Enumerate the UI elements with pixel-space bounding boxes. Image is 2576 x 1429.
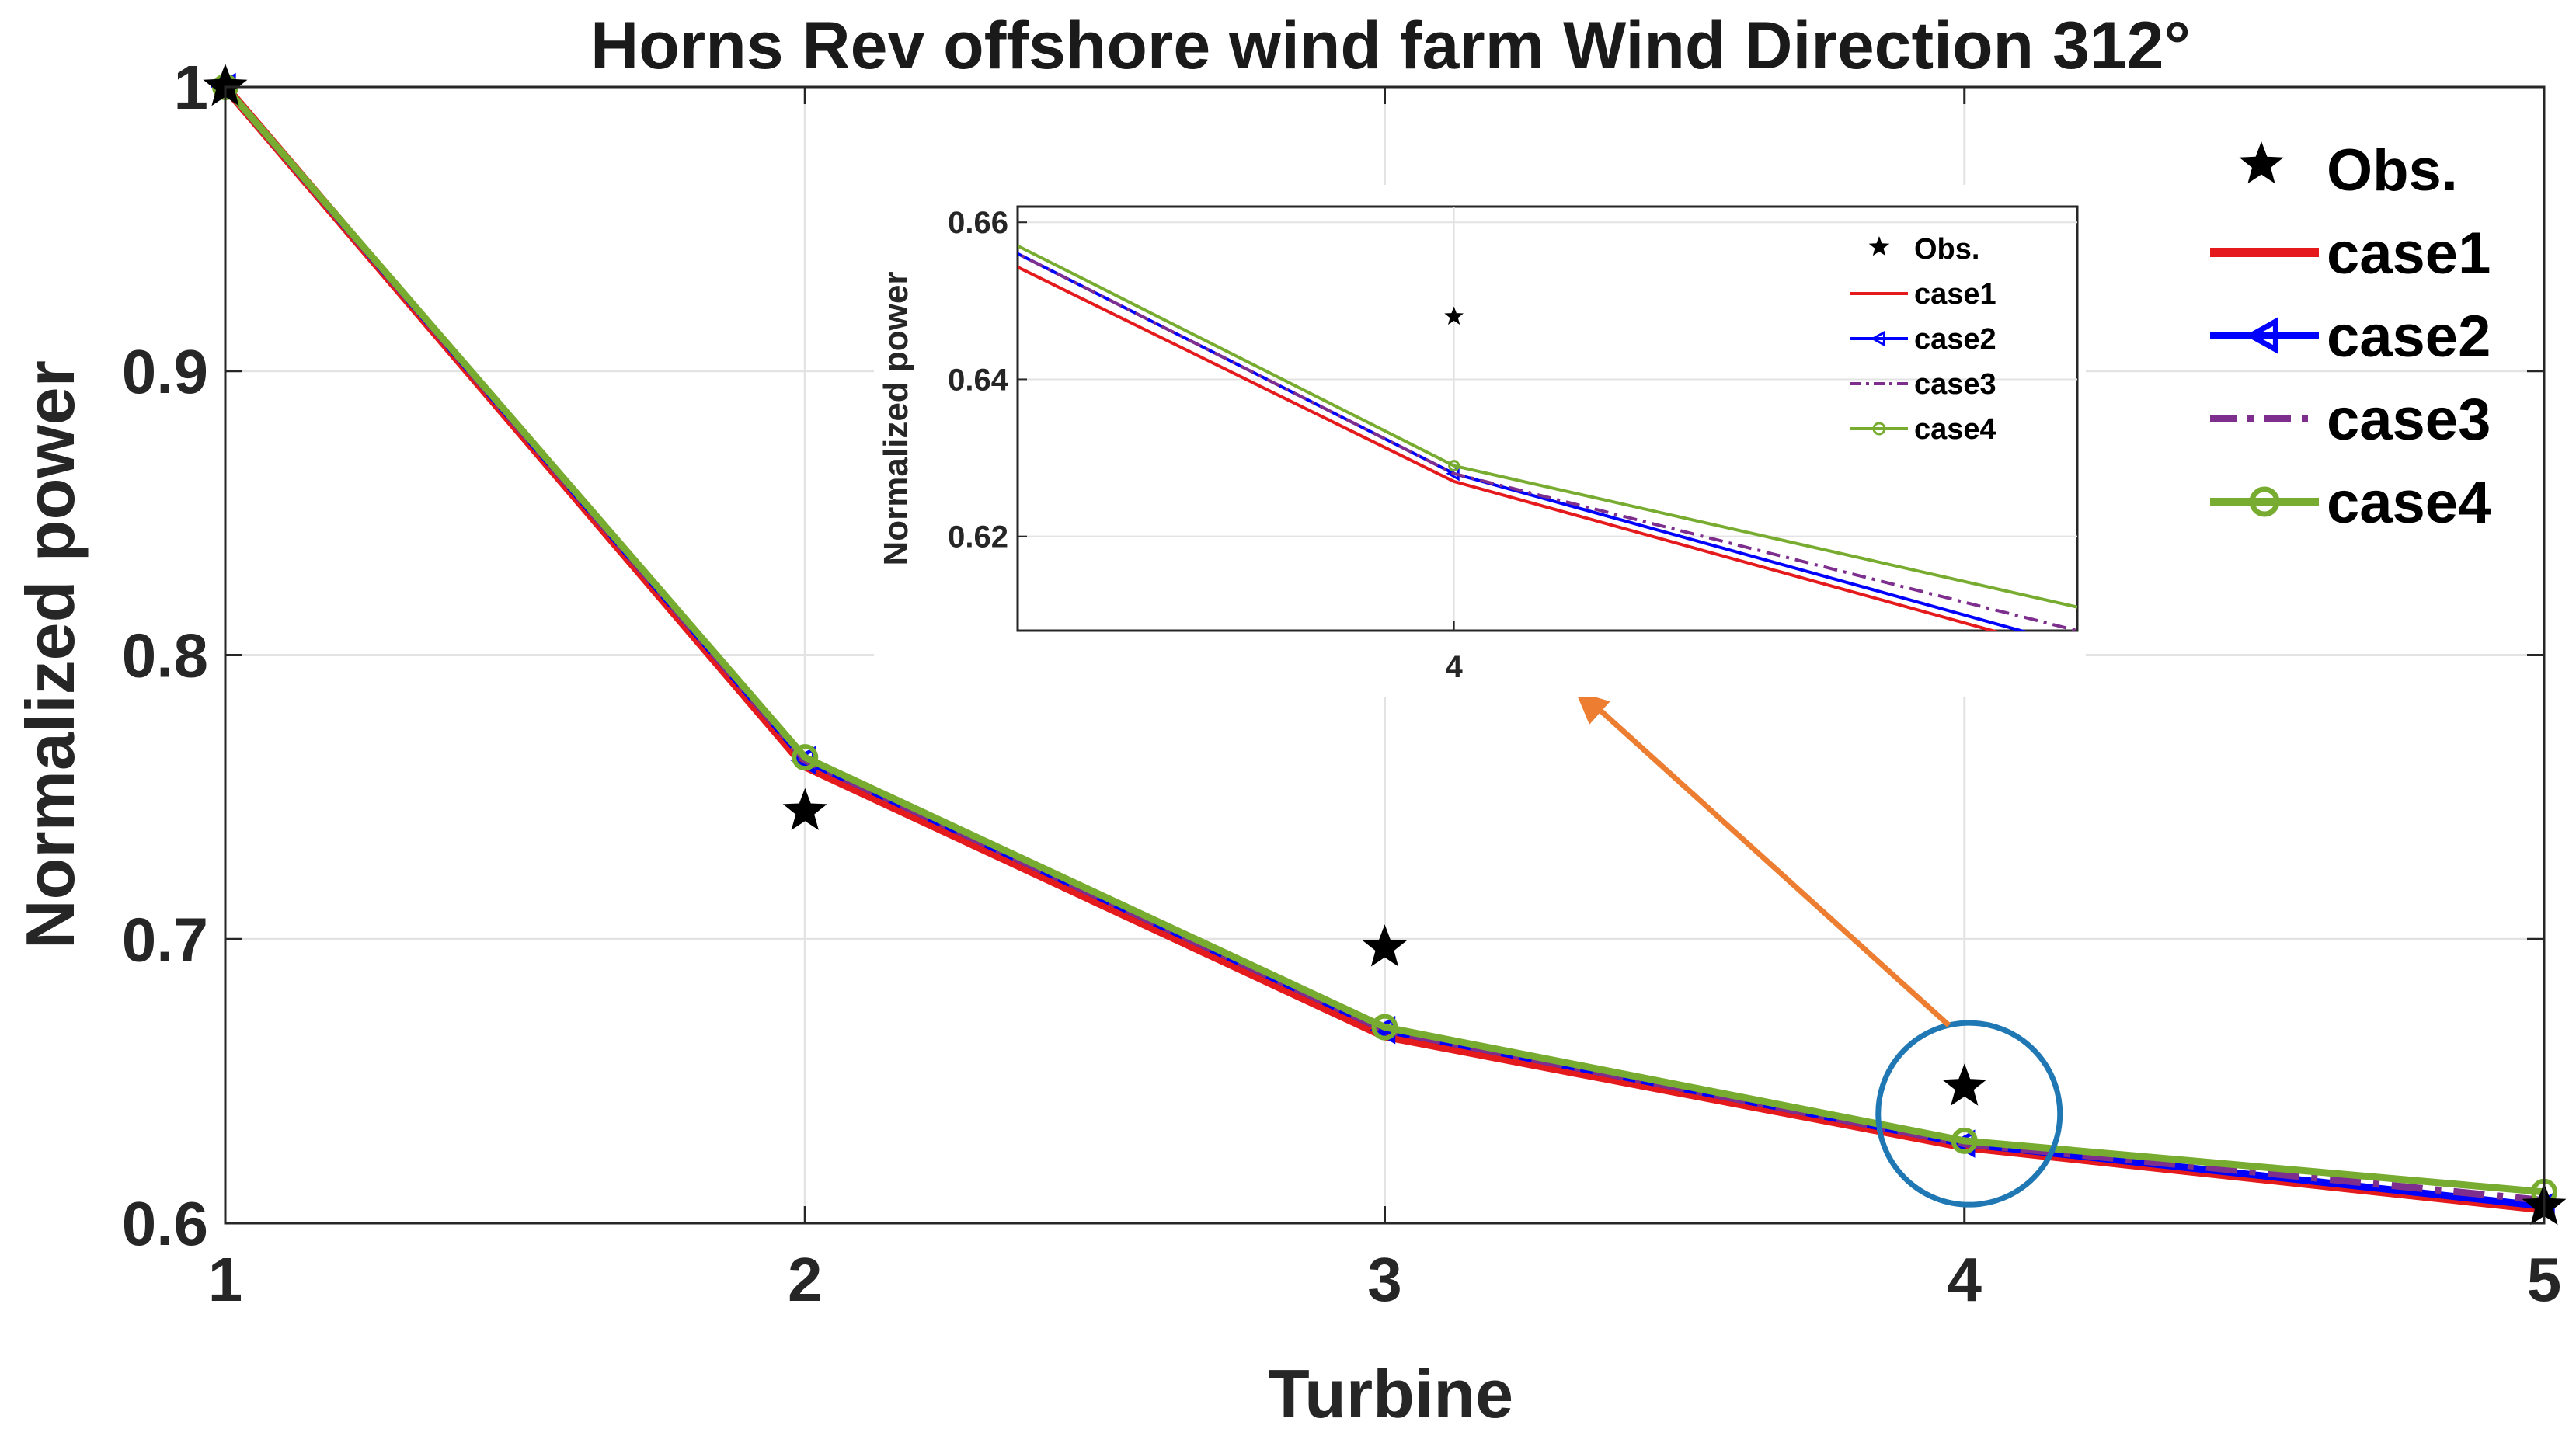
inset-y-tick-label: 0.66 (948, 206, 1008, 240)
obs-marker (782, 788, 827, 830)
legend-label: Obs. (2327, 137, 2458, 203)
legend-label: case3 (2327, 387, 2491, 453)
inset-legend: Obs. case1 case2 case3 case4 (1850, 233, 1996, 446)
inset-legend-label: case2 (1914, 323, 1996, 356)
case4-line (222, 85, 2545, 1196)
inset-case2-line (1018, 252, 2027, 631)
x-tick-label: 1 (208, 1245, 243, 1314)
inset-y-axis-label: Normalized power (877, 272, 915, 566)
zoom-arrow (1587, 698, 1951, 1027)
inset-legend-label: Obs. (1914, 233, 1979, 266)
y-tick-label: 0.9 (122, 337, 208, 406)
chart-title: Horns Rev offshore wind farm Wind Direct… (590, 9, 2191, 83)
inset-x-tick-label: 4 (1446, 650, 1464, 684)
x-axis-label: Turbine (1268, 1355, 1513, 1429)
legend-item-case4: case4 (2210, 470, 2491, 536)
inset-legend-swatch (1868, 236, 1890, 256)
inset-y-tick-label: 0.64 (948, 363, 1009, 397)
y-tick-label: 1 (174, 53, 209, 122)
obs-marker (1942, 1063, 1987, 1106)
legend-item-obs: Obs. (2239, 137, 2458, 203)
annotations (1575, 691, 2063, 1208)
y-tick-label: 0.7 (122, 905, 208, 974)
inset-case1-line (1018, 265, 1999, 631)
case4-marker (1371, 1014, 1398, 1041)
inset-series (1018, 244, 2077, 631)
inset-y-tick-label: 0.62 (948, 520, 1008, 555)
case3-line (222, 85, 2545, 1205)
legend-marker (2249, 486, 2280, 517)
inset-legend-label: case1 (1914, 278, 1996, 311)
inset-chart: 0.62 0.64 0.66 4 Normalized power Obs. case1 ca… (874, 185, 2086, 697)
inset-frame (1016, 205, 2079, 632)
y-axis-label: Normalized power (12, 360, 89, 949)
x-tick-label: 5 (2527, 1245, 2562, 1314)
inset-case4-line (1018, 244, 2077, 609)
highlight-circle (1875, 1020, 2063, 1208)
obs-marker (1363, 924, 1407, 967)
legend-swatch (2239, 141, 2284, 184)
case4-marker (1951, 1127, 1978, 1154)
legend-label: case2 (2327, 304, 2491, 370)
y-tick-label: 0.6 (122, 1189, 208, 1258)
inset-case4-marker (1448, 460, 1460, 472)
x-tick-label: 2 (788, 1245, 823, 1314)
case4-marker (792, 744, 819, 771)
series-lines (203, 64, 2567, 1226)
legend-marker (2244, 317, 2278, 354)
legend-label: case4 (2327, 470, 2491, 536)
x-tick-label: 4 (1948, 1245, 1982, 1314)
legend: Obs. case1 case2 case3 case4 (2210, 137, 2491, 536)
legend-item-case2: case2 (2210, 304, 2491, 370)
x-tick-label: 3 (1367, 1245, 1402, 1314)
obs-marker (203, 64, 248, 106)
legend-item-case1: case1 (2210, 221, 2491, 287)
inset-legend-label: case4 (1914, 413, 1996, 446)
inset-legend-marker (1872, 422, 1886, 436)
y-tick-label: 0.8 (122, 621, 208, 690)
legend-label: case1 (2327, 221, 2491, 287)
inset-legend-marker (1870, 330, 1885, 347)
tick-labels: 1 2 3 4 5 0.6 0.7 0.8 0.9 1 (122, 53, 2561, 1314)
inset-case3-line (1018, 252, 2077, 631)
inset-legend-label: case3 (1914, 368, 1996, 401)
zoom-arrow-head (1575, 691, 1610, 725)
series-case3 (222, 85, 2545, 1205)
inset-obs-marker (1444, 306, 1464, 325)
legend-item-case3: case3 (2210, 387, 2491, 453)
